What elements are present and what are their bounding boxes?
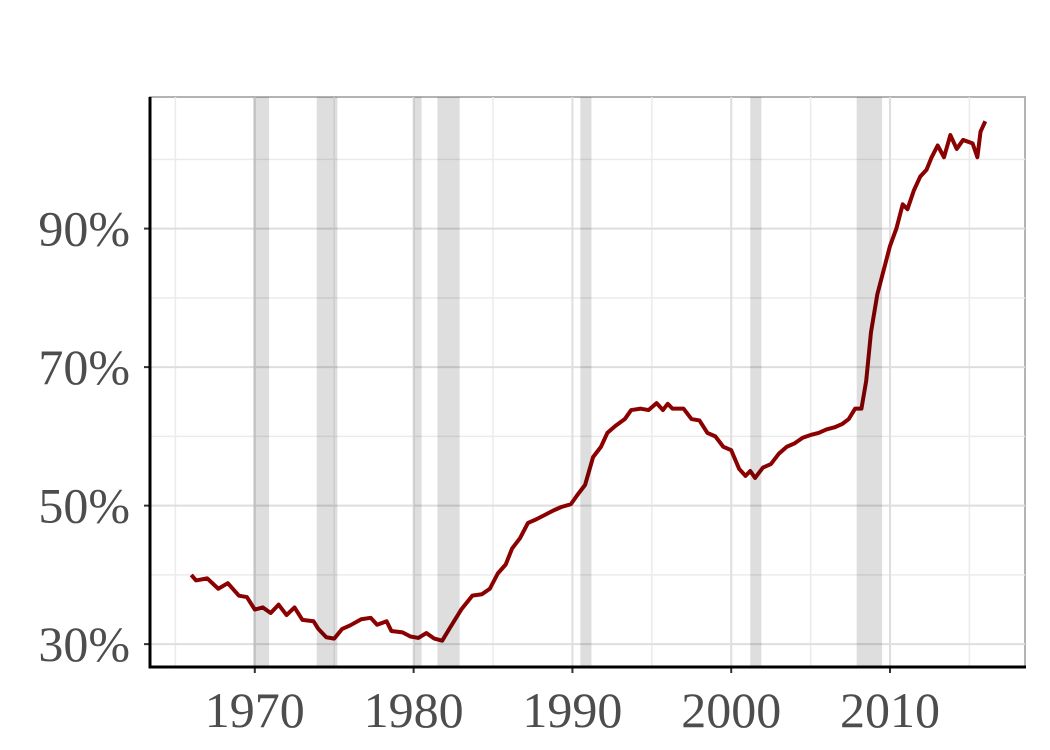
x-tick-label: 1990 <box>522 682 622 738</box>
recession-band <box>856 97 883 667</box>
recession-band <box>316 97 338 667</box>
recession-band <box>413 97 422 667</box>
y-tick-label: 30% <box>38 616 130 672</box>
recession-band <box>437 97 460 667</box>
recession-band <box>750 97 762 667</box>
y-tick-label: 70% <box>38 339 130 395</box>
recession-band <box>580 97 592 667</box>
x-tick-label: 2000 <box>681 682 781 738</box>
recession-band <box>253 97 270 667</box>
y-tick-label: 50% <box>38 478 130 534</box>
x-tick-label: 2010 <box>840 682 940 738</box>
x-tick-label: 1970 <box>205 682 305 738</box>
y-tick-label: 90% <box>38 201 130 257</box>
x-tick-label: 1980 <box>364 682 464 738</box>
